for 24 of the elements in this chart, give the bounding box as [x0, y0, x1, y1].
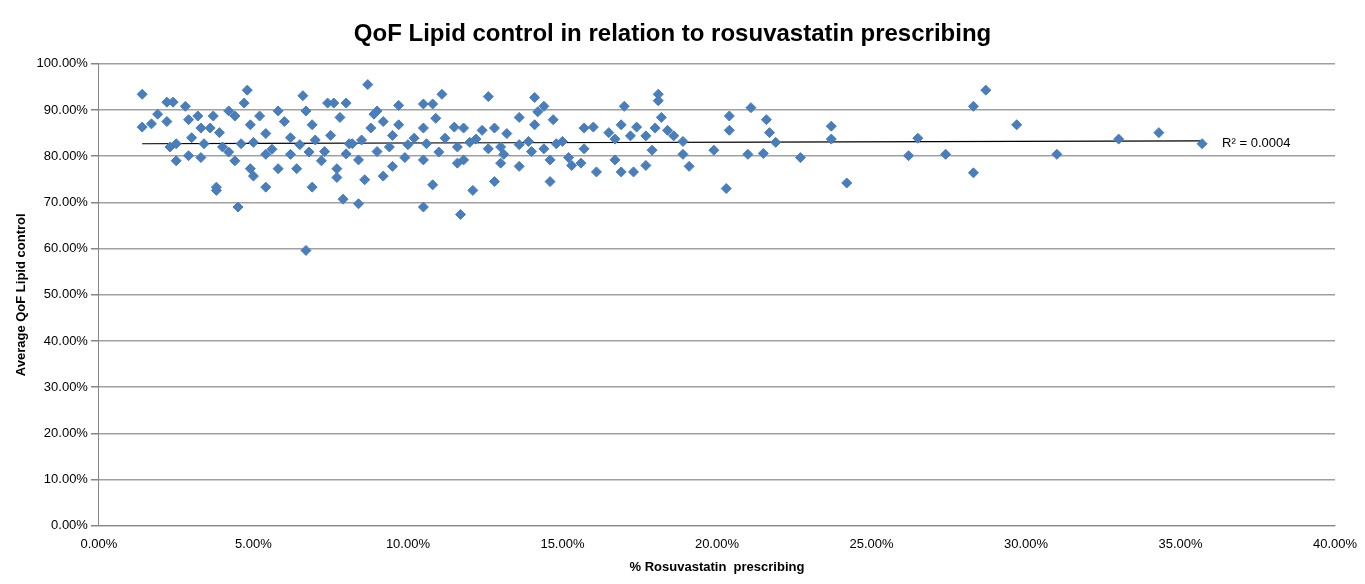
annotation: R² = 0.0004: [1222, 134, 1291, 150]
x-tick-label: 20.00%: [694, 536, 740, 552]
y-tick-label: 0.00%: [51, 517, 89, 533]
y-tick-label: 70.00%: [43, 193, 89, 209]
x-tick-label: 25.00%: [849, 536, 894, 552]
y-tick-label: 90.00%: [43, 101, 89, 117]
y-tick-label: 30.00%: [43, 378, 89, 394]
x-tick-label: 35.00%: [1158, 536, 1203, 552]
y-tick-label: 60.00%: [43, 240, 89, 256]
x-tick-label: 5.00%: [234, 536, 273, 552]
x-tick-label: 15.00%: [540, 536, 585, 552]
chart-title: QoF Lipid control in relation to rosuvastatin prescribing: [353, 19, 992, 47]
y-tick-label: 50.00%: [43, 286, 89, 302]
x-axis-title: % Rosuvastatin prescribing: [629, 558, 805, 574]
y-axis-title: Average QoF Lipid control: [13, 213, 29, 377]
x-tick-label: 30.00%: [1003, 536, 1049, 552]
x-tick-label: 0.00%: [80, 536, 118, 552]
y-tick-label: 80.00%: [43, 147, 89, 163]
x-tick-label: 10.00%: [385, 536, 431, 552]
y-tick-label: 20.00%: [43, 424, 89, 440]
y-tick-label: 40.00%: [43, 332, 89, 348]
x-tick-label: 40.00%: [1312, 536, 1358, 552]
y-tick-label: 100.00%: [36, 55, 89, 71]
y-tick-label: 10.00%: [43, 471, 89, 487]
